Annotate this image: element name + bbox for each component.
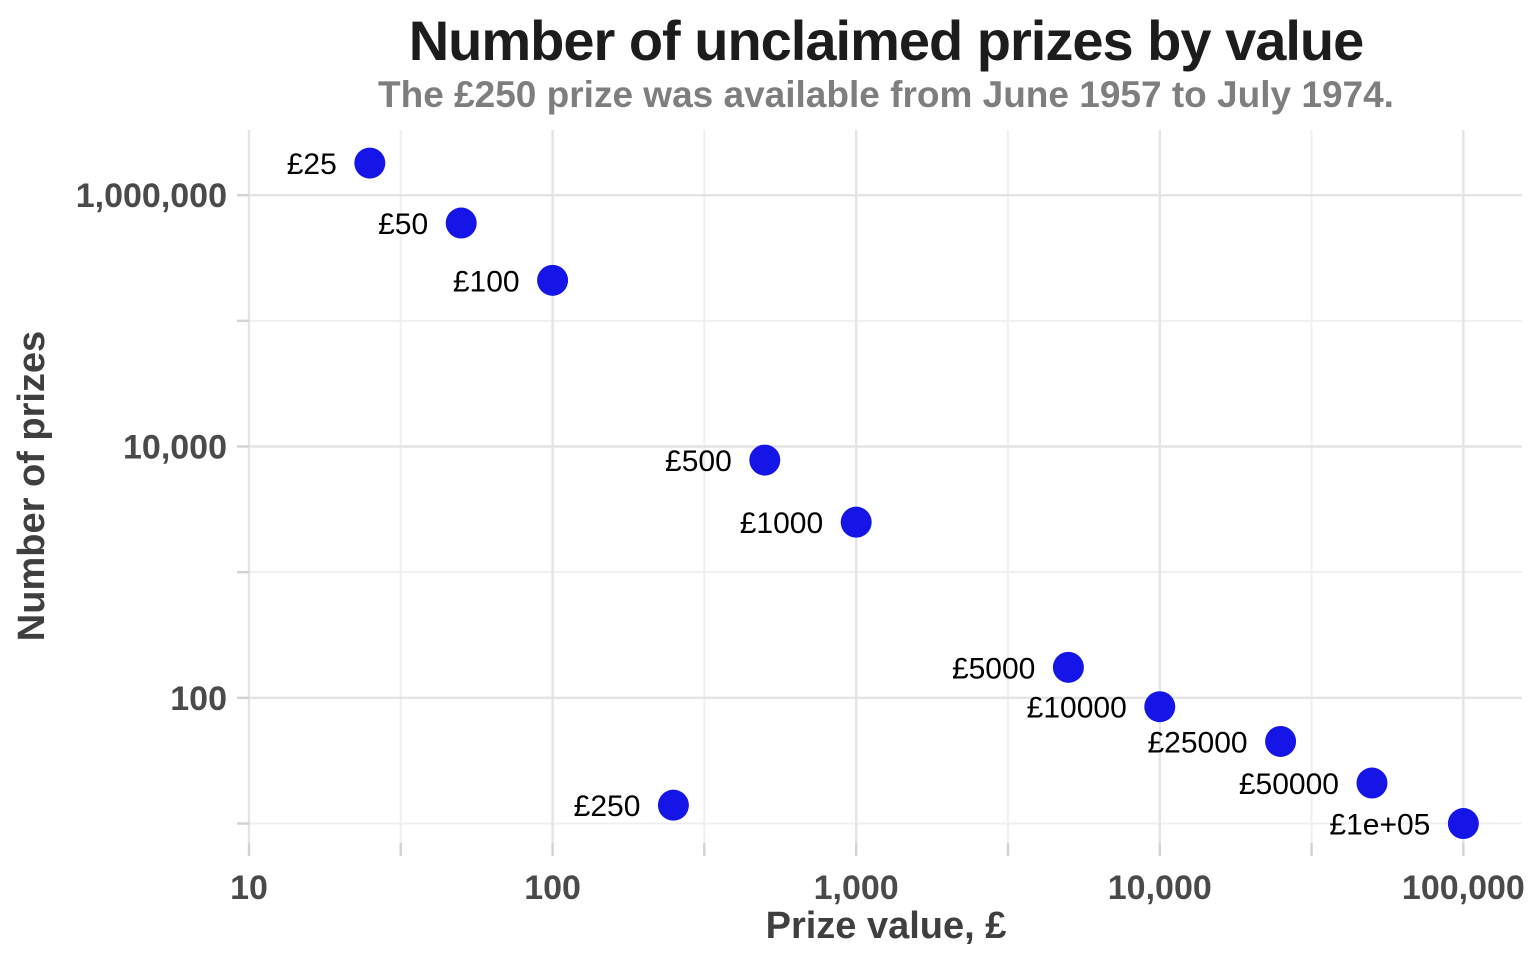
y-axis-title: Number of prizes [11,331,53,641]
data-point-label: £500 [665,445,732,478]
data-point-label: £5000 [952,652,1035,685]
data-point-label: £250 [574,790,641,823]
data-point-label: £10000 [1027,692,1127,725]
data-point-label: £1e+05 [1329,809,1430,842]
x-tick-label: 10,000 [1108,869,1212,907]
data-point-label: £25000 [1147,726,1247,759]
data-point [354,147,386,179]
data-point [537,264,569,296]
x-tick-label: 100 [524,869,581,907]
data-point [1144,691,1176,723]
major-gridlines-layer [247,130,1522,843]
minor-gridlines-layer [249,130,1522,843]
chart-subtitle: The £250 prize was available from June 1… [378,74,1394,115]
data-point [657,789,689,821]
data-point [1052,651,1084,683]
data-point [840,506,872,538]
y-tick-label: 100 [170,680,227,718]
data-point-label: £100 [453,265,520,298]
data-point [1447,808,1479,840]
tick-marks-layer [237,193,1465,856]
data-point [749,444,781,476]
data-point [1356,767,1388,799]
data-point [445,207,477,239]
data-point-label: £25 [287,148,337,181]
tick-labels-layer: 10 100 1,000 10,000 100,000 100 10,000 1,000,00… [76,177,1525,907]
data-point [1265,725,1297,757]
x-tick-label: 1,000 [814,869,899,907]
x-tick-label: 100,000 [1402,869,1525,907]
data-points-layer: £25 £50 £100 £250 £500£1000 £5000 £10000 £25000… [287,147,1479,842]
data-point-label: £1000 [740,507,823,540]
x-tick-label: 10 [230,869,268,907]
data-point-label: £50000 [1239,768,1339,801]
chart-title: Number of unclaimed prizes by value [409,9,1364,72]
y-tick-label: 10,000 [123,429,227,467]
y-tick-label: 1,000,000 [76,177,227,215]
x-axis-title: Prize value, £ [766,905,1007,947]
data-point-label: £50 [378,208,428,241]
